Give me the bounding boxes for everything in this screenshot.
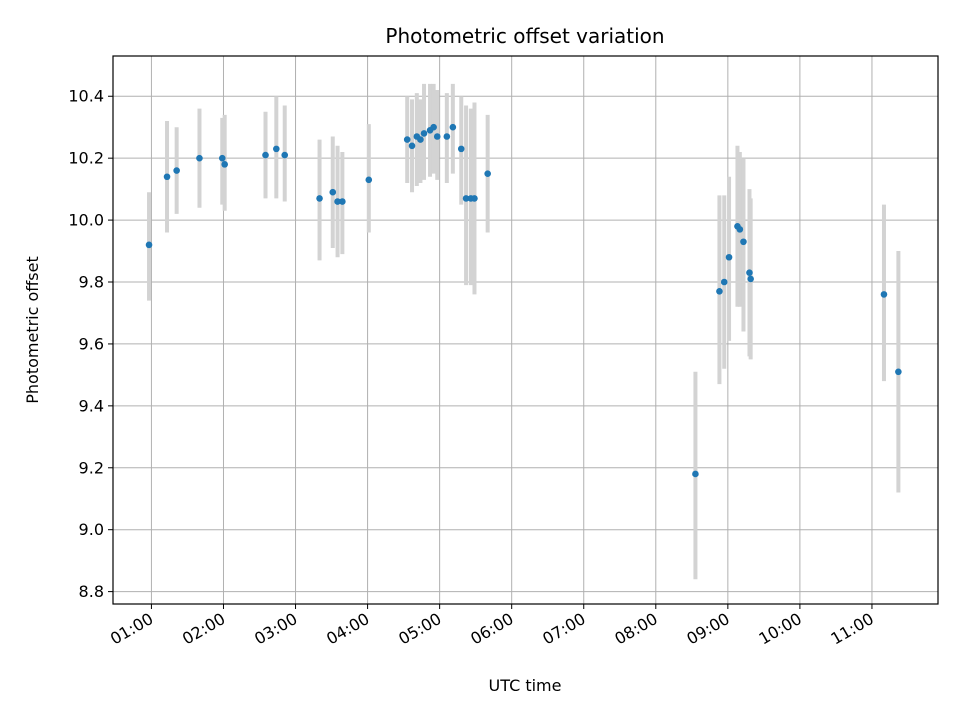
data-point [262,151,269,159]
data-point [420,130,428,137]
data-point [316,195,323,202]
y-tick-label: 9.6 [79,334,104,353]
y-tick-label: 10.2 [68,149,104,168]
y-tick-label: 10.4 [68,87,104,106]
y-axis: 8.8 9.0 9.2 9.4 9.6 9.8 10.0 10.2 10.4 [68,87,113,601]
data-point [725,253,733,261]
x-axis-title: UTC time [489,676,562,695]
data-point [433,133,441,140]
y-tick-label: 8.8 [79,582,104,601]
data-point [403,136,411,143]
data-point [457,145,465,153]
data-point [740,238,747,246]
y-tick-label: 9.0 [79,520,104,539]
data-point [430,123,437,131]
data-point [484,170,491,177]
data-point [471,195,478,202]
data-point [895,368,902,376]
y-tick-label: 9.8 [79,273,104,292]
data-points [145,123,902,478]
data-point [365,176,373,184]
data-point [273,145,280,153]
data-point [334,198,341,205]
data-point [221,161,228,168]
y-tick-label: 10.0 [68,211,104,230]
grid-lines [113,56,938,604]
data-point [196,154,203,162]
data-point [443,133,451,140]
data-point [145,241,153,249]
data-point [339,198,346,205]
data-point [736,226,744,233]
data-point [281,151,289,159]
data-point [720,278,728,286]
chart-title: Photometric offset variation [385,24,664,48]
data-point [329,188,337,196]
data-point [692,470,699,478]
data-point [163,173,171,181]
data-point [449,123,457,131]
data-point [218,154,226,162]
data-point [417,136,424,143]
data-point [747,275,754,283]
data-point [716,287,723,295]
data-point [408,142,416,150]
data-point [746,269,753,277]
y-tick-label: 9.4 [79,396,104,415]
data-point [880,291,888,298]
y-axis-title: Photometric offset [23,256,42,404]
plot-frame [112,55,939,605]
y-tick-label: 9.2 [79,458,104,477]
data-point [462,195,470,202]
data-point [173,167,180,174]
